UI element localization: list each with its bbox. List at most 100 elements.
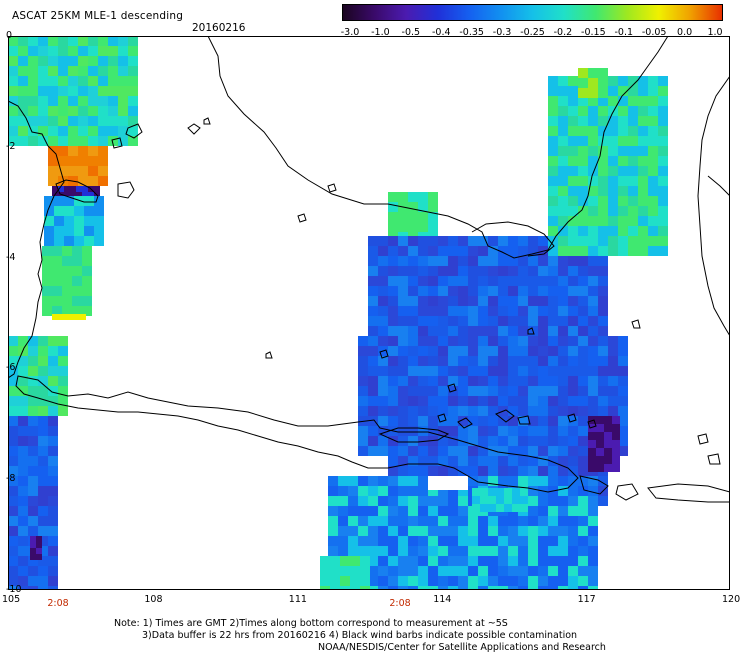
wind-cell — [28, 86, 38, 96]
wind-cell — [618, 86, 628, 96]
wind-cell — [438, 546, 448, 556]
colorbar-label: -0.35 — [459, 27, 484, 38]
wind-cell — [378, 416, 388, 426]
wind-cell — [548, 466, 558, 476]
wind-cell — [518, 326, 528, 336]
wind-cell — [488, 346, 498, 356]
wind-cell — [38, 406, 48, 416]
wind-cell — [408, 476, 418, 486]
wind-cell — [408, 526, 418, 536]
wind-cell — [398, 436, 408, 446]
wind-cell — [518, 426, 528, 436]
wind-cell — [388, 506, 398, 516]
wind-cell — [418, 516, 428, 526]
wind-cell — [658, 126, 668, 136]
wind-cell — [398, 576, 408, 586]
wind-cell — [578, 236, 588, 246]
wind-cell — [458, 316, 468, 326]
wind-cell — [448, 346, 458, 356]
wind-cell — [74, 216, 84, 226]
wind-cell — [398, 406, 408, 416]
wind-cell — [528, 446, 538, 456]
wind-cell — [458, 536, 468, 546]
wind-cell — [398, 486, 408, 496]
wind-cell — [418, 576, 428, 586]
wind-cell — [48, 526, 58, 536]
wind-cell — [38, 136, 48, 146]
wind-cell — [578, 106, 588, 116]
wind-cell — [618, 186, 628, 196]
wind-cell — [18, 546, 28, 556]
wind-cell — [38, 376, 48, 386]
coastline-sumatra — [8, 100, 65, 379]
wind-cell — [98, 116, 108, 126]
wind-cell — [418, 586, 428, 590]
wind-cell — [528, 556, 538, 566]
wind-cell — [408, 416, 418, 426]
wind-cell — [578, 396, 588, 406]
wind-cell — [518, 376, 528, 386]
wind-cell — [498, 426, 508, 436]
wind-cell — [558, 106, 568, 116]
wind-cell — [496, 488, 504, 496]
wind-cell — [128, 76, 138, 86]
wind-cell — [488, 256, 498, 266]
wind-cell — [612, 464, 620, 472]
wind-cell — [488, 266, 498, 276]
wind-cell — [338, 516, 348, 526]
wind-cell — [578, 516, 588, 526]
wind-cell — [408, 556, 418, 566]
wind-cell — [468, 436, 478, 446]
colorbar-label: -0.5 — [401, 27, 421, 38]
coastline-lombok — [615, 483, 639, 501]
wind-cell — [36, 536, 42, 542]
wind-cell — [478, 516, 488, 526]
wind-cell — [328, 496, 338, 506]
wind-cell — [408, 436, 418, 446]
wind-cell — [18, 576, 28, 586]
wind-cell — [388, 476, 398, 486]
wind-cell — [368, 526, 378, 536]
wind-cell — [418, 466, 428, 476]
wind-cell — [598, 186, 608, 196]
wind-cell — [598, 286, 608, 296]
wind-cell — [88, 156, 98, 166]
wind-cell — [478, 256, 488, 266]
wind-cell — [418, 446, 428, 456]
wind-cell — [18, 106, 28, 116]
wind-cell — [78, 176, 88, 186]
wind-cell — [8, 66, 18, 76]
wind-cell — [398, 506, 408, 516]
wind-cell — [498, 396, 508, 406]
wind-cell — [18, 36, 28, 46]
wind-cell — [578, 216, 588, 226]
wind-cell — [588, 78, 598, 88]
wind-cell — [378, 326, 388, 336]
wind-cell — [358, 346, 368, 356]
wind-cell — [568, 406, 578, 416]
wind-cell — [98, 56, 108, 66]
wind-cell — [568, 476, 578, 486]
wind-cell — [478, 346, 488, 356]
wind-cell — [528, 296, 538, 306]
wind-cell — [438, 326, 448, 336]
wind-cell — [418, 192, 428, 202]
wind-cell — [608, 116, 618, 126]
footer-line-1: Note: 1) Times are GMT 2)Times along bot… — [114, 618, 508, 629]
wind-cell — [498, 546, 508, 556]
wind-cell — [328, 516, 338, 526]
wind-cell — [548, 316, 558, 326]
wind-cell — [648, 156, 658, 166]
wind-cell — [588, 196, 598, 206]
wind-cell — [612, 424, 620, 432]
wind-cell — [98, 96, 108, 106]
wind-cell — [538, 316, 548, 326]
wind-cell — [588, 336, 598, 346]
wind-cell — [598, 336, 608, 346]
wind-cell — [428, 386, 438, 396]
wind-cell — [88, 66, 98, 76]
wind-cell — [568, 346, 578, 356]
wind-cell — [528, 336, 538, 346]
wind-cell — [478, 456, 488, 466]
wind-cell — [488, 426, 498, 436]
